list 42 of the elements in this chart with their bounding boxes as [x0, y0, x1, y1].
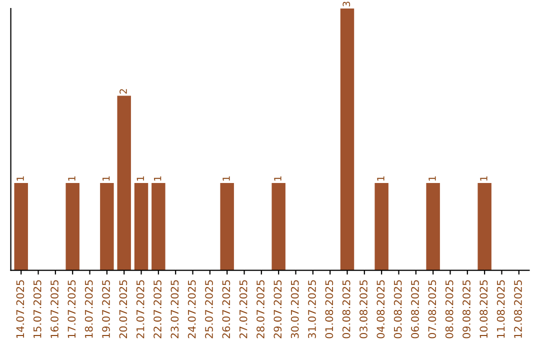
- x-tick-label: 30.07.2025: [290, 280, 299, 338]
- data-label: 1: [16, 176, 24, 181]
- data-label: 1: [428, 176, 436, 181]
- data-label: 1: [480, 176, 488, 181]
- data-label: 1: [222, 176, 230, 181]
- x-tick-label: 12.08.2025: [514, 280, 522, 338]
- x-tick-label: 27.07.2025: [239, 280, 248, 338]
- data-label: 1: [377, 176, 384, 181]
- x-tick-label: 11.08.2025: [496, 280, 505, 338]
- x-tick-label: 21.07.2025: [136, 280, 144, 338]
- data-label: 1: [154, 176, 162, 181]
- x-tick-label: 26.07.2025: [222, 280, 230, 338]
- x-tick-label: 05.08.2025: [394, 280, 402, 338]
- x-tick-label: 02.08.2025: [342, 280, 350, 338]
- x-tick-label: 09.08.2025: [462, 280, 470, 338]
- x-tick-label: 14.07.2025: [16, 280, 24, 338]
- x-tick-label: 18.07.2025: [84, 280, 93, 338]
- x-tick-label: 04.08.2025: [376, 280, 385, 338]
- x-tick-label: 07.08.2025: [428, 280, 436, 338]
- data-label: 1: [274, 176, 282, 181]
- x-tick-label: 19.07.2025: [102, 280, 110, 338]
- x-tick-label: 03.08.2025: [360, 280, 368, 338]
- x-tick-label: 22.07.2025: [154, 280, 162, 338]
- data-label: 1: [102, 176, 110, 181]
- x-tick-label: 16.07.2025: [50, 280, 58, 338]
- data-label: 2: [120, 89, 127, 94]
- x-tick-label: 23.07.2025: [170, 280, 179, 338]
- x-tick-label: 25.07.2025: [205, 280, 213, 338]
- x-tick-label: 17.07.2025: [68, 280, 76, 338]
- x-tick-label: 01.08.2025: [325, 280, 334, 338]
- data-label: 1: [136, 176, 144, 181]
- x-tick-label: 15.07.2025: [33, 280, 42, 338]
- data-label: 3: [342, 2, 350, 6]
- x-tick-label: 28.07.2025: [256, 280, 264, 338]
- x-tick-label: 29.07.2025: [274, 280, 282, 338]
- data-label: 1: [68, 176, 76, 181]
- x-tick-label: 24.07.2025: [188, 280, 196, 338]
- x-tick-label: 20.07.2025: [119, 280, 128, 338]
- x-tick-label: 10.08.2025: [480, 280, 488, 338]
- x-tick-label: 08.08.2025: [445, 280, 454, 338]
- x-tick-label: 06.08.2025: [411, 280, 419, 338]
- x-tick-label: 31.07.2025: [308, 280, 316, 338]
